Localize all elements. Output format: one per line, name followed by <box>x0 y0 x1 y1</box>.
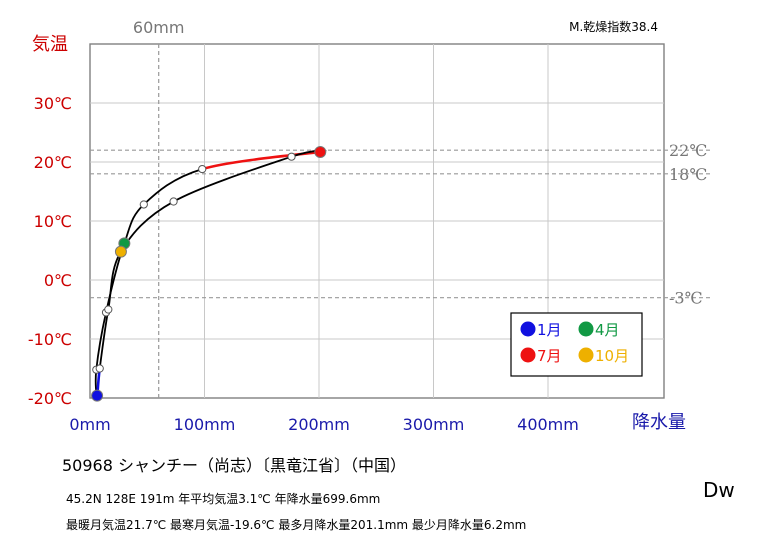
reference-label-temp: -3℃ <box>669 289 702 308</box>
station-info-location: 45.2N 128E 191m 年平均気温3.1℃ 年降水量699.6mm <box>66 492 381 506</box>
legend-marker <box>520 321 536 337</box>
reference-label-temp: 18℃ <box>669 165 707 184</box>
month-point <box>139 200 148 209</box>
y-tick-label: 20℃ <box>34 153 72 172</box>
legend-marker <box>578 321 594 337</box>
climate-classification: Dw <box>703 478 735 502</box>
reference-label-precip: 60mm <box>133 18 185 37</box>
legend-marker <box>520 347 536 363</box>
x-tick-label: 0mm <box>69 415 110 434</box>
month-point <box>287 152 296 161</box>
y-tick-label: 10℃ <box>34 212 72 231</box>
station-info-extremes: 最暖月気温21.7℃ 最寒月気温-19.6℃ 最多月降水量201.1mm 最少月… <box>66 518 527 532</box>
climate-curve-segment <box>123 203 145 244</box>
legend-label: 1月 <box>537 321 562 339</box>
month-point <box>169 197 178 206</box>
climate-curve-segment <box>201 150 321 171</box>
month-point <box>95 364 104 373</box>
y-axis-title: 気温 <box>32 34 68 55</box>
station-title: 50968 シャンチー（尚志）〔黒竜江省〕（中国） <box>62 456 406 475</box>
dryness-index-label: M.乾燥指数38.4 <box>569 19 658 34</box>
month-point <box>104 305 113 314</box>
hythergraph-chart: M.乾燥指数38.4 気温 降水量 60mm 22℃ 18℃ -3℃ -20℃ -10℃… <box>28 18 712 434</box>
x-tick-label: 400mm <box>517 415 579 434</box>
x-tick-label: 100mm <box>174 415 236 434</box>
legend-marker <box>578 347 594 363</box>
legend-label: 4月 <box>595 321 620 339</box>
y-tick-label: -10℃ <box>28 330 72 349</box>
climate-curve-segment <box>143 168 203 206</box>
month-point-highlight <box>114 245 127 258</box>
y-tick-label: 30℃ <box>34 94 72 113</box>
y-tick-label: 0℃ <box>44 271 72 290</box>
month-point-highlight <box>314 145 327 158</box>
y-tick-label: -20℃ <box>28 389 72 408</box>
x-tick-label: 300mm <box>403 415 465 434</box>
legend-label: 7月 <box>537 347 562 365</box>
x-tick-label: 200mm <box>288 415 350 434</box>
legend-label: 10月 <box>595 347 629 365</box>
month-point <box>198 164 207 174</box>
month-point-highlight <box>91 389 104 402</box>
climate-curve-segment <box>173 155 292 203</box>
reference-label-temp: 22℃ <box>669 141 707 160</box>
x-axis-title: 降水量 <box>632 412 686 433</box>
